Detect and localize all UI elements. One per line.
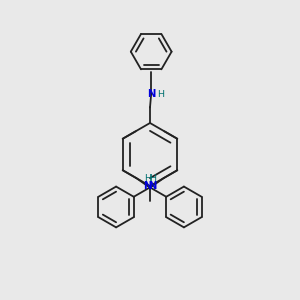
Text: H: H xyxy=(149,174,156,183)
Text: H: H xyxy=(157,90,164,99)
Text: N: N xyxy=(147,89,155,99)
Text: N: N xyxy=(143,181,152,191)
Text: H: H xyxy=(144,174,151,183)
Text: N: N xyxy=(148,181,157,191)
